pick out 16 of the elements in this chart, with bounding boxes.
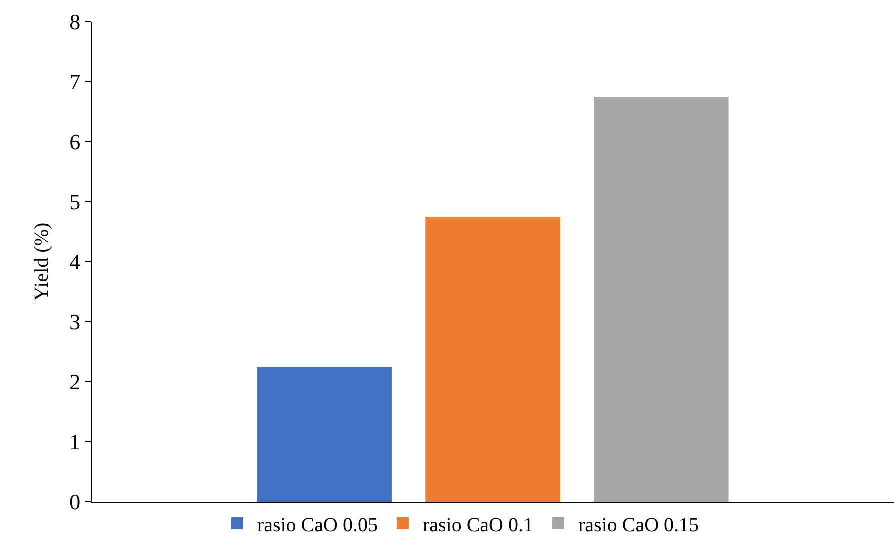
legend-label: rasio CaO 0.1 — [422, 514, 534, 536]
bar — [426, 217, 560, 502]
y-tick-label: 4 — [70, 250, 81, 275]
y-tick-label: 1 — [70, 430, 81, 455]
y-tick-label: 3 — [70, 310, 81, 335]
legend-label: rasio CaO 0.15 — [578, 514, 700, 536]
bar — [594, 97, 729, 502]
y-tick-label: 0 — [70, 490, 81, 515]
y-tick-label: 5 — [70, 190, 81, 215]
legend-label: rasio CaO 0.05 — [257, 514, 378, 536]
y-tick-label: 7 — [70, 70, 81, 95]
bar — [257, 367, 392, 502]
y-axis-title: Yield (%) — [31, 222, 54, 302]
y-tick-label: 2 — [70, 370, 81, 395]
y-tick-label: 6 — [70, 130, 81, 155]
y-tick-label: 8 — [70, 10, 81, 35]
